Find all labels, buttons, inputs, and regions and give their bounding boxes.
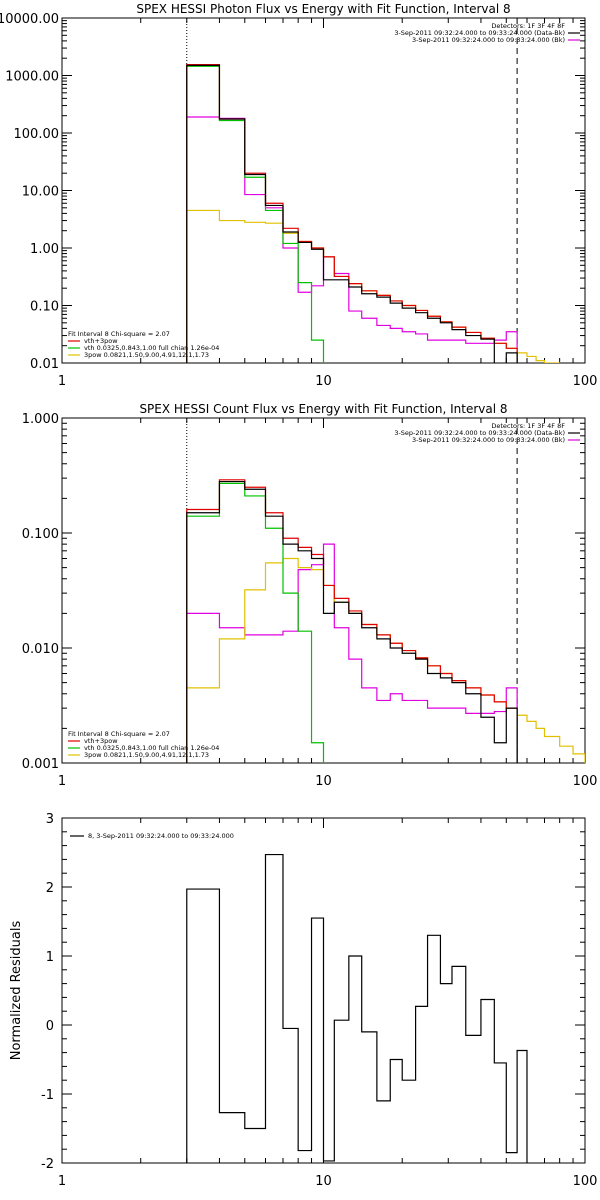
series-vth-3pow (186, 479, 518, 763)
legend-entry: Detectors: 1F 3F 4F 8F (491, 422, 565, 430)
panel-1: SPEX HESSI Photon Flux vs Energy with Fi… (0, 2, 597, 389)
y-tick-label: 10.00 (22, 185, 59, 200)
legend-entry: Fit Interval 8 Chi-square = 2.07 (68, 330, 170, 338)
legend-entry: 8, 3-Sep-2011 09:32:24.000 to 09:33:24.0… (88, 832, 234, 840)
y-tick-label: 1000.00 (5, 70, 59, 85)
y-tick-label: 1.000 (22, 412, 59, 427)
series-8-3-sep-2011-09-32-24-000-to-09-33-24-000 (186, 853, 528, 1163)
legend-entry: Fit Interval 8 Chi-square = 2.07 (68, 730, 170, 738)
legend-entry: 3-Sep-2011 09:32:24.000 to 09:33:24.000 … (394, 29, 565, 37)
x-tick-label: 100 (573, 1174, 598, 1189)
legend-entry: 3pow 0.0821,1.50,9.00,4.91,12.1,1.73 (84, 351, 209, 359)
legend-entry: 3pow 0.0821,1.50,9.00,4.91,12.1,1.73 (84, 751, 209, 759)
legend-entry: 3-Sep-2011 09:32:24.000 to 09:33:24.000 … (394, 429, 565, 437)
x-tick-label: 10 (315, 374, 332, 389)
series-vth (186, 65, 325, 363)
x-tick-label: 10 (315, 1174, 332, 1189)
panel-3: 1 10 100 -2 -1 0 1 2 3 Normalized Residuals 8, 3-S… (9, 812, 597, 1189)
y-tick-label: 10000.00 (0, 12, 59, 27)
x-tick-label: 100 (573, 774, 598, 789)
y-tick-label: 0.010 (22, 642, 59, 657)
legend-entry: vth 0.0325,0.843,1.00 full chian 1.26e-0… (84, 344, 219, 352)
y-axis-label: Normalized Residuals (9, 921, 24, 1061)
legend-entry: 3-Sep-2011 09:32:24.000 to 09:33:24.000 … (412, 36, 565, 44)
series-data-bk (186, 480, 518, 763)
x-tick-label: 10 (315, 774, 332, 789)
series-data-bk (186, 64, 518, 363)
y-tick-label: 0.01 (30, 357, 59, 372)
y-tick-label: -2 (41, 1157, 54, 1172)
x-tick-label: 100 (573, 374, 598, 389)
series-vth-3pow (186, 63, 518, 363)
y-tick-label: 3 (46, 812, 54, 827)
y-tick-label: 0.100 (22, 527, 59, 542)
legend-entry: vth 0.0325,0.843,1.00 full chian 1.26e-0… (84, 744, 219, 752)
series-3pow (186, 557, 585, 763)
y-tick-label: 0.10 (30, 300, 59, 315)
chart-title: SPEX HESSI Count Flux vs Energy with Fit… (139, 402, 507, 416)
plot-frame (61, 17, 586, 364)
x-tick-label: 1 (58, 774, 66, 789)
series-bk (186, 116, 518, 363)
y-tick-label: 1 (46, 950, 54, 965)
series-bk (186, 543, 518, 763)
chart-title: SPEX HESSI Photon Flux vs Energy with Fi… (136, 2, 510, 16)
y-tick-label: 0.001 (22, 757, 59, 772)
series-vth (186, 482, 325, 763)
y-tick-label: -1 (41, 1088, 54, 1103)
y-tick-label: 0 (46, 1019, 54, 1034)
y-tick-label: 1.00 (30, 242, 59, 257)
legend-entry: Detectors: 1F 3F 4F 8F (491, 22, 565, 30)
x-tick-label: 1 (58, 374, 66, 389)
y-tick-label: 100.00 (14, 127, 60, 142)
legend-entry: vth+3pow (84, 337, 118, 345)
x-tick-label: 1 (58, 1174, 66, 1189)
y-tick-label: 2 (46, 881, 54, 896)
legend-entry: vth+3pow (84, 737, 118, 745)
legend-entry: 3-Sep-2011 09:32:24.000 to 09:33:24.000 … (412, 436, 565, 444)
panel-2: SPEX HESSI Count Flux vs Energy with Fit… (22, 402, 598, 789)
